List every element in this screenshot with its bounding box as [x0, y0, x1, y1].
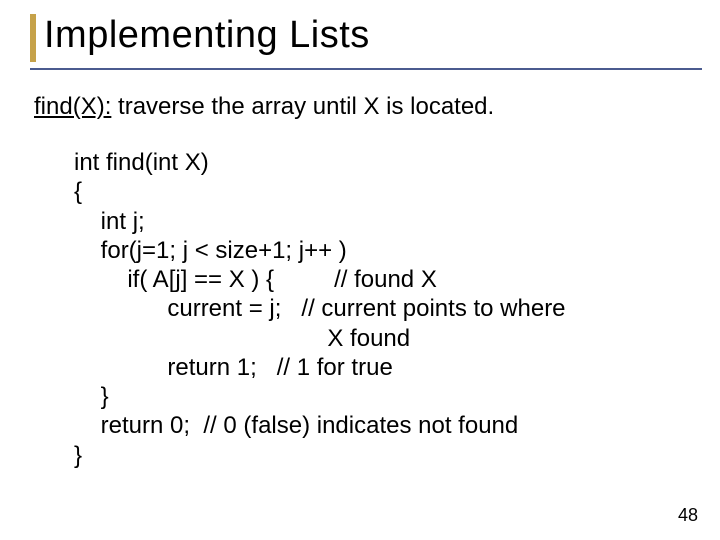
page-number: 48: [678, 505, 698, 526]
slide: Implementing Lists find(X): traverse the…: [0, 0, 720, 540]
code-line: }: [74, 383, 109, 410]
title-area: Implementing Lists: [44, 10, 690, 65]
code-line: X found: [74, 325, 410, 352]
code-line: int j;: [74, 208, 145, 235]
title-underline: [30, 68, 702, 70]
code-line: if( A[j] == X ) { // found X: [74, 266, 437, 293]
code-line: for(j=1; j < size+1; j++ ): [74, 237, 347, 264]
code-block: int find(int X) { int j; for(j=1; j < si…: [74, 148, 690, 470]
code-line: return 0; // 0 (false) indicates not fou…: [74, 412, 518, 439]
function-name: find(X):: [34, 93, 111, 120]
code-line: }: [74, 442, 82, 469]
description-rest: traverse the array until X is located.: [111, 93, 494, 120]
code-line: int find(int X): [74, 149, 209, 176]
code-line: current = j; // current points to where: [74, 295, 566, 322]
title-accent-bar: [30, 14, 36, 62]
description: find(X): traverse the array until X is l…: [34, 92, 690, 122]
code-line: {: [74, 178, 82, 205]
slide-title: Implementing Lists: [44, 10, 690, 65]
code-line: return 1; // 1 for true: [74, 354, 393, 381]
